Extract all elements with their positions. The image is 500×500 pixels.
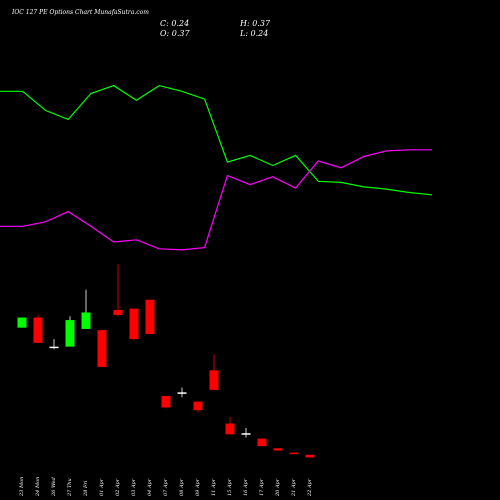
indicator-lines [0,84,433,251]
candle [33,315,43,343]
x-tick-label: 23 Mon [19,477,25,497]
candle-body [241,433,251,435]
candle-body [209,370,219,390]
candle [289,452,299,455]
candle [129,308,139,341]
x-tick-label: 04 Apr [147,478,153,496]
candle-body [33,317,43,343]
x-tick-label: 27 Thu [67,478,73,497]
x-tick-label: 01 Apr [99,478,105,496]
x-tick-label: 15 Apr [227,478,233,496]
x-tick-label: 16 Apr [243,478,249,496]
candle-body [305,454,315,458]
candle-body [257,438,267,447]
candle [273,448,283,451]
candle-body [225,423,235,435]
candle [193,401,203,412]
candle [241,427,251,438]
x-tick-label: 07 Apr [163,478,169,496]
candle-body [97,330,107,367]
candle [225,417,235,435]
x-tick-label: 20 Apr [275,478,281,497]
x-tick-label: 28 Fri [83,480,89,497]
chart-title: IOC 127 PE Options Chart MunafaSutra.com [11,9,149,16]
x-tick-label: 09 Apr [195,478,201,496]
candle-body [193,401,203,411]
candle-body [129,308,139,340]
candle [177,387,187,398]
x-tick-label: 11 Apr [211,478,217,496]
candle-body [273,448,283,451]
candle [65,316,75,347]
candle-body [49,346,59,349]
candle [97,330,107,367]
candle [209,354,219,390]
candle [305,454,315,458]
x-axis-ticks: 23 Mon 24 Mon 26 Wed 27 Thu 28 Fri 01 Apr 02 A… [19,477,313,497]
candle [81,289,91,329]
candle-body [17,317,27,328]
candle-body [65,320,75,347]
x-tick-label: 24 Mon [35,477,41,497]
indicator-line-2 [0,149,432,251]
x-tick-label: 02 Apr [115,478,121,496]
low-value: L: 0.24 [239,29,268,38]
candle-body [177,392,187,394]
candle [145,299,155,334]
x-tick-label: 21 Apr [291,478,297,497]
x-tick-label: 03 Apr [131,478,137,496]
candle-body [289,452,299,455]
high-value: H: 0.37 [239,19,271,28]
candle [49,339,59,350]
candle-body [81,312,91,329]
candle [161,396,171,409]
x-tick-label: 08 Apr [179,478,185,496]
candlesticks [17,264,315,458]
close-value: C: 0.24 [160,19,189,28]
indicator-line-1 [0,84,433,196]
candle-body [113,309,123,315]
candle [17,317,27,328]
candle [113,264,123,317]
x-tick-label: 26 Wed [51,477,57,497]
candle-body [161,396,171,408]
candle-body [145,299,155,334]
x-tick-label: 22 Apr [307,478,313,497]
open-value: O: 0.37 [160,29,191,38]
candle [257,438,267,447]
x-tick-label: 17 Apr [259,478,265,496]
